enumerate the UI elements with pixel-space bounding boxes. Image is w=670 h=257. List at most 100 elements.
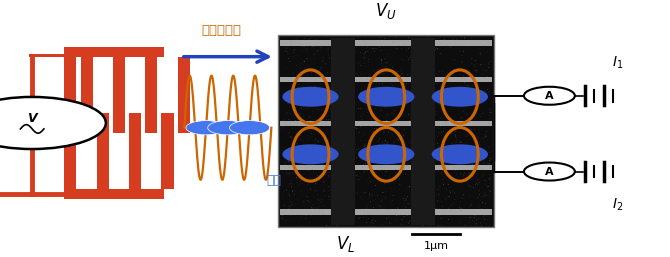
Point (302, 57, 312, 61)
Point (406, 97, 417, 101)
Point (463, 123, 474, 127)
Point (355, 51, 366, 55)
Point (332, 155, 342, 159)
Point (438, 89, 449, 93)
Point (437, 69, 448, 74)
Point (460, 84, 471, 88)
Point (405, 121, 415, 125)
Point (295, 92, 306, 96)
Point (304, 200, 315, 205)
Point (312, 98, 322, 102)
Point (318, 95, 329, 99)
Point (337, 130, 348, 134)
Point (377, 190, 388, 194)
Point (385, 161, 395, 165)
Circle shape (358, 87, 414, 107)
Point (349, 132, 360, 136)
Point (395, 151, 406, 155)
Point (373, 154, 384, 158)
Point (406, 165, 417, 169)
Point (391, 138, 401, 142)
Point (318, 180, 329, 184)
Point (484, 177, 495, 181)
Point (297, 181, 308, 185)
Point (375, 108, 386, 112)
Point (383, 131, 394, 135)
Point (472, 178, 483, 182)
Point (436, 116, 446, 120)
Point (401, 173, 411, 177)
Point (382, 170, 393, 174)
Point (283, 171, 293, 176)
Point (316, 48, 326, 52)
Point (318, 112, 328, 116)
Point (281, 172, 292, 176)
Point (402, 55, 413, 59)
Point (462, 130, 473, 134)
Point (454, 206, 465, 210)
Point (385, 98, 396, 102)
Point (435, 52, 446, 56)
Point (438, 177, 448, 181)
Point (381, 61, 392, 65)
Point (277, 214, 288, 218)
Point (452, 142, 462, 146)
Point (464, 184, 474, 188)
Point (475, 114, 486, 118)
Point (336, 73, 347, 77)
Point (456, 206, 467, 210)
Point (311, 157, 322, 161)
Point (391, 35, 401, 39)
Point (299, 163, 310, 167)
Point (454, 125, 465, 129)
Point (297, 191, 308, 195)
Point (318, 73, 328, 77)
Point (395, 177, 405, 181)
Point (339, 83, 350, 87)
Text: 表面弾性波: 表面弾性波 (201, 24, 241, 37)
Point (322, 142, 333, 146)
Point (348, 63, 359, 68)
Point (370, 184, 381, 188)
Point (292, 142, 303, 146)
Point (370, 116, 381, 120)
Point (348, 35, 358, 39)
Point (485, 190, 496, 194)
FancyBboxPatch shape (280, 77, 492, 82)
Point (462, 43, 472, 47)
Point (419, 161, 429, 165)
Point (468, 162, 478, 167)
Point (321, 35, 332, 39)
Point (328, 223, 338, 227)
Point (410, 90, 421, 95)
Point (393, 188, 403, 192)
Point (461, 89, 472, 94)
Point (321, 223, 332, 227)
Point (339, 117, 350, 122)
Point (331, 177, 342, 181)
Point (363, 50, 374, 54)
Point (399, 150, 409, 154)
Point (365, 180, 376, 184)
Point (291, 181, 302, 185)
Point (283, 165, 294, 169)
Point (453, 103, 464, 107)
Point (366, 224, 377, 228)
Point (462, 116, 472, 121)
Point (468, 110, 479, 114)
Point (447, 189, 458, 193)
Point (470, 216, 480, 220)
Point (475, 221, 486, 225)
Point (411, 183, 421, 187)
Point (360, 122, 371, 126)
Point (368, 81, 379, 85)
Point (435, 98, 446, 102)
Point (322, 159, 333, 163)
Point (341, 35, 352, 39)
Point (355, 114, 366, 118)
Point (366, 193, 377, 197)
Point (472, 182, 483, 186)
Point (312, 192, 323, 196)
Point (470, 68, 481, 72)
Point (338, 184, 349, 188)
